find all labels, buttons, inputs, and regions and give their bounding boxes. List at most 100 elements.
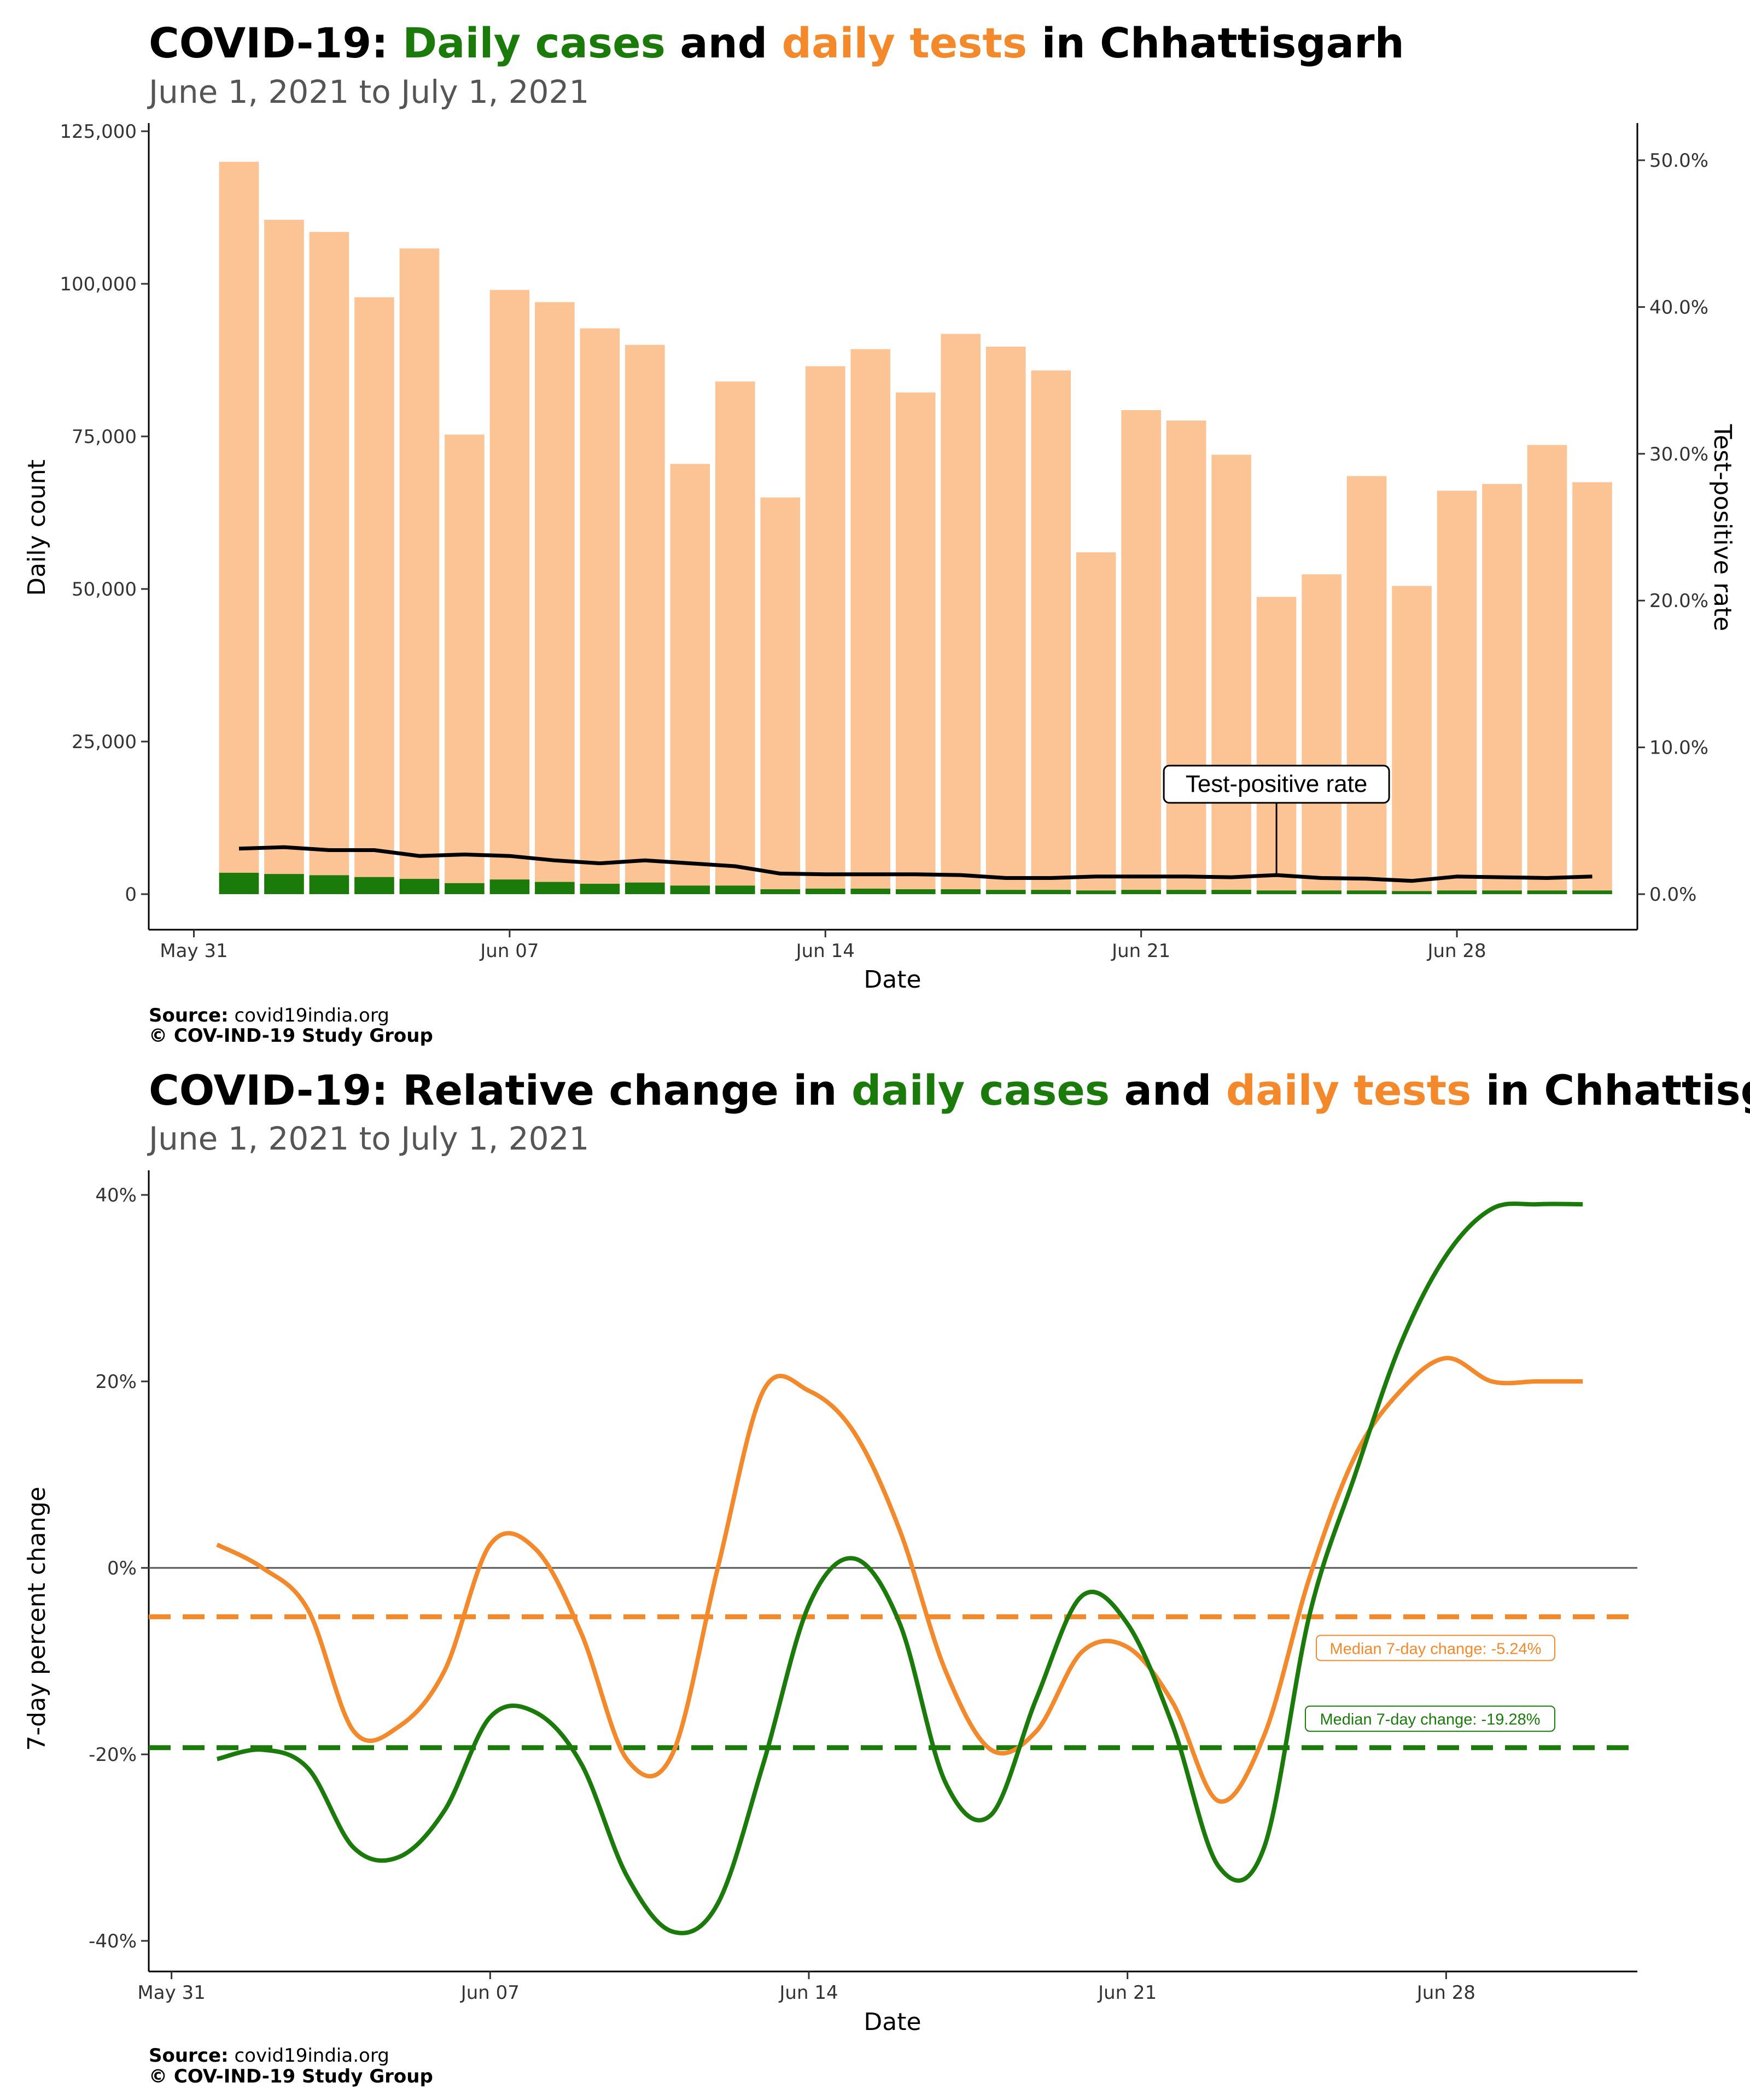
test-bar bbox=[1121, 410, 1161, 894]
case-bar bbox=[489, 879, 530, 894]
case-bar bbox=[1256, 890, 1297, 894]
case-bar bbox=[850, 888, 891, 894]
case-bar bbox=[399, 879, 440, 894]
test-bar bbox=[985, 346, 1026, 894]
annotation-text: Test-positive rate bbox=[1186, 771, 1368, 797]
case-bar bbox=[895, 889, 936, 894]
chart1-axes: 0 25,000 50,000 75,000 100,000 125,000 0.0% 10.… bbox=[60, 121, 1708, 962]
test-bar bbox=[1572, 482, 1612, 894]
test-bar bbox=[445, 434, 485, 894]
case-bar bbox=[805, 888, 845, 894]
x-tick-label: Jun 07 bbox=[460, 1982, 520, 2004]
test-bar bbox=[1392, 586, 1432, 894]
test-bar bbox=[1482, 484, 1522, 894]
case-bar bbox=[1302, 890, 1341, 894]
y2-tick-label: 30.0% bbox=[1649, 444, 1708, 465]
case-bar bbox=[309, 875, 349, 894]
cases-change-line bbox=[216, 1201, 1583, 1935]
tests-change-line bbox=[216, 1356, 1583, 1804]
case-bar bbox=[1121, 890, 1161, 894]
chart2-source: Source: covid19india.org bbox=[149, 2045, 389, 2067]
chart1-tpr-line bbox=[238, 845, 1592, 883]
test-bar bbox=[1211, 454, 1251, 894]
chart1-y2-axis-title: Test-positive rate bbox=[1708, 424, 1736, 631]
case-bar bbox=[670, 885, 710, 894]
case-bar bbox=[625, 882, 665, 894]
chart1-case-bars bbox=[219, 872, 1612, 894]
test-bar bbox=[1031, 370, 1071, 894]
case-bar bbox=[985, 890, 1026, 894]
test-bar bbox=[670, 464, 710, 894]
y2-tick-label: 20.0% bbox=[1649, 590, 1708, 612]
chart2-axes: -40% -20% 0% 20% 40% May 31 Jun 07 Jun 14 Jun 21… bbox=[89, 1170, 1637, 2004]
x-tick-label: Jun 28 bbox=[1416, 1982, 1475, 2004]
y-tick-label: -20% bbox=[89, 1744, 137, 1766]
test-bar bbox=[354, 297, 394, 894]
test-bar bbox=[1302, 574, 1341, 894]
chart1-subtitle: June 1, 2021 to July 1, 2021 bbox=[147, 73, 589, 110]
test-bar bbox=[1076, 552, 1116, 894]
case-bar bbox=[715, 885, 755, 894]
y-tick-label: 25,000 bbox=[72, 731, 137, 753]
case-bar bbox=[264, 874, 304, 894]
test-bar bbox=[805, 366, 845, 894]
test-bar bbox=[489, 290, 530, 895]
test-bar bbox=[625, 345, 665, 894]
y-tick-label: 75,000 bbox=[72, 426, 137, 448]
test-bar bbox=[895, 392, 936, 894]
y-tick-label: 40% bbox=[95, 1185, 137, 1206]
case-bar bbox=[1437, 890, 1477, 894]
case-bar bbox=[445, 883, 485, 894]
median-cases-label-box bbox=[1305, 1705, 1555, 1732]
chart1-y-axis-title: Daily count bbox=[23, 459, 51, 596]
chart2-subtitle: June 1, 2021 to July 1, 2021 bbox=[147, 1120, 589, 1157]
test-bar bbox=[760, 497, 801, 894]
test-bar bbox=[219, 161, 259, 894]
x-tick-label: Jun 07 bbox=[479, 940, 539, 962]
median-cases-label: Median 7-day change: -19.28% bbox=[1320, 1711, 1540, 1729]
case-bar bbox=[354, 877, 394, 894]
y2-tick-label: 10.0% bbox=[1649, 737, 1708, 759]
case-bar bbox=[1166, 890, 1206, 894]
test-bar bbox=[1166, 420, 1206, 894]
y-tick-label: 100,000 bbox=[60, 273, 137, 295]
chart1-test-bars bbox=[219, 161, 1612, 895]
test-bar bbox=[1437, 491, 1477, 894]
x-tick-label: Jun 21 bbox=[1111, 940, 1170, 962]
y2-tick-label: 0.0% bbox=[1649, 884, 1696, 906]
test-bar bbox=[1527, 445, 1567, 894]
chart2-y-axis-title: 7-day percent change bbox=[23, 1486, 51, 1751]
chart2-lines bbox=[149, 1201, 1637, 1935]
y-tick-label: 20% bbox=[95, 1371, 137, 1393]
x-tick-label: May 31 bbox=[137, 1982, 205, 2004]
chart2-title: COVID-19: Relative change in daily cases… bbox=[149, 1066, 1750, 1115]
x-tick-label: Jun 28 bbox=[1426, 940, 1486, 962]
case-bar bbox=[1076, 890, 1116, 894]
chart2-x-axis-title: Date bbox=[864, 2008, 921, 2036]
median-tests-label: Median 7-day change: -5.24% bbox=[1330, 1640, 1542, 1658]
case-bar bbox=[1572, 890, 1612, 894]
case-bar bbox=[1482, 890, 1522, 894]
test-bar bbox=[850, 349, 891, 894]
test-bar bbox=[309, 232, 349, 894]
case-bar bbox=[1392, 891, 1432, 894]
tpr-line bbox=[238, 845, 1592, 883]
case-bar bbox=[1211, 890, 1251, 894]
median-tests-label-box bbox=[1316, 1635, 1555, 1661]
chart1-annotation: Test-positive rate bbox=[1163, 765, 1390, 876]
chart1-x-axis-title: Date bbox=[864, 966, 921, 994]
x-tick-label: Jun 21 bbox=[1097, 1982, 1157, 2004]
test-bar bbox=[399, 248, 440, 895]
test-bar bbox=[1346, 476, 1387, 894]
chart2-copyright: © COV-IND-19 Study Group bbox=[149, 2066, 433, 2087]
chart1-copyright: © COV-IND-19 Study Group bbox=[149, 1025, 433, 1047]
y-tick-label: 0 bbox=[125, 884, 137, 906]
case-bar bbox=[760, 889, 801, 894]
test-bar bbox=[535, 302, 575, 894]
x-tick-label: Jun 14 bbox=[795, 940, 855, 962]
case-bar bbox=[941, 889, 981, 894]
case-bar bbox=[219, 872, 259, 894]
case-bar bbox=[580, 884, 620, 894]
chart1-source: Source: covid19india.org bbox=[149, 1005, 389, 1026]
